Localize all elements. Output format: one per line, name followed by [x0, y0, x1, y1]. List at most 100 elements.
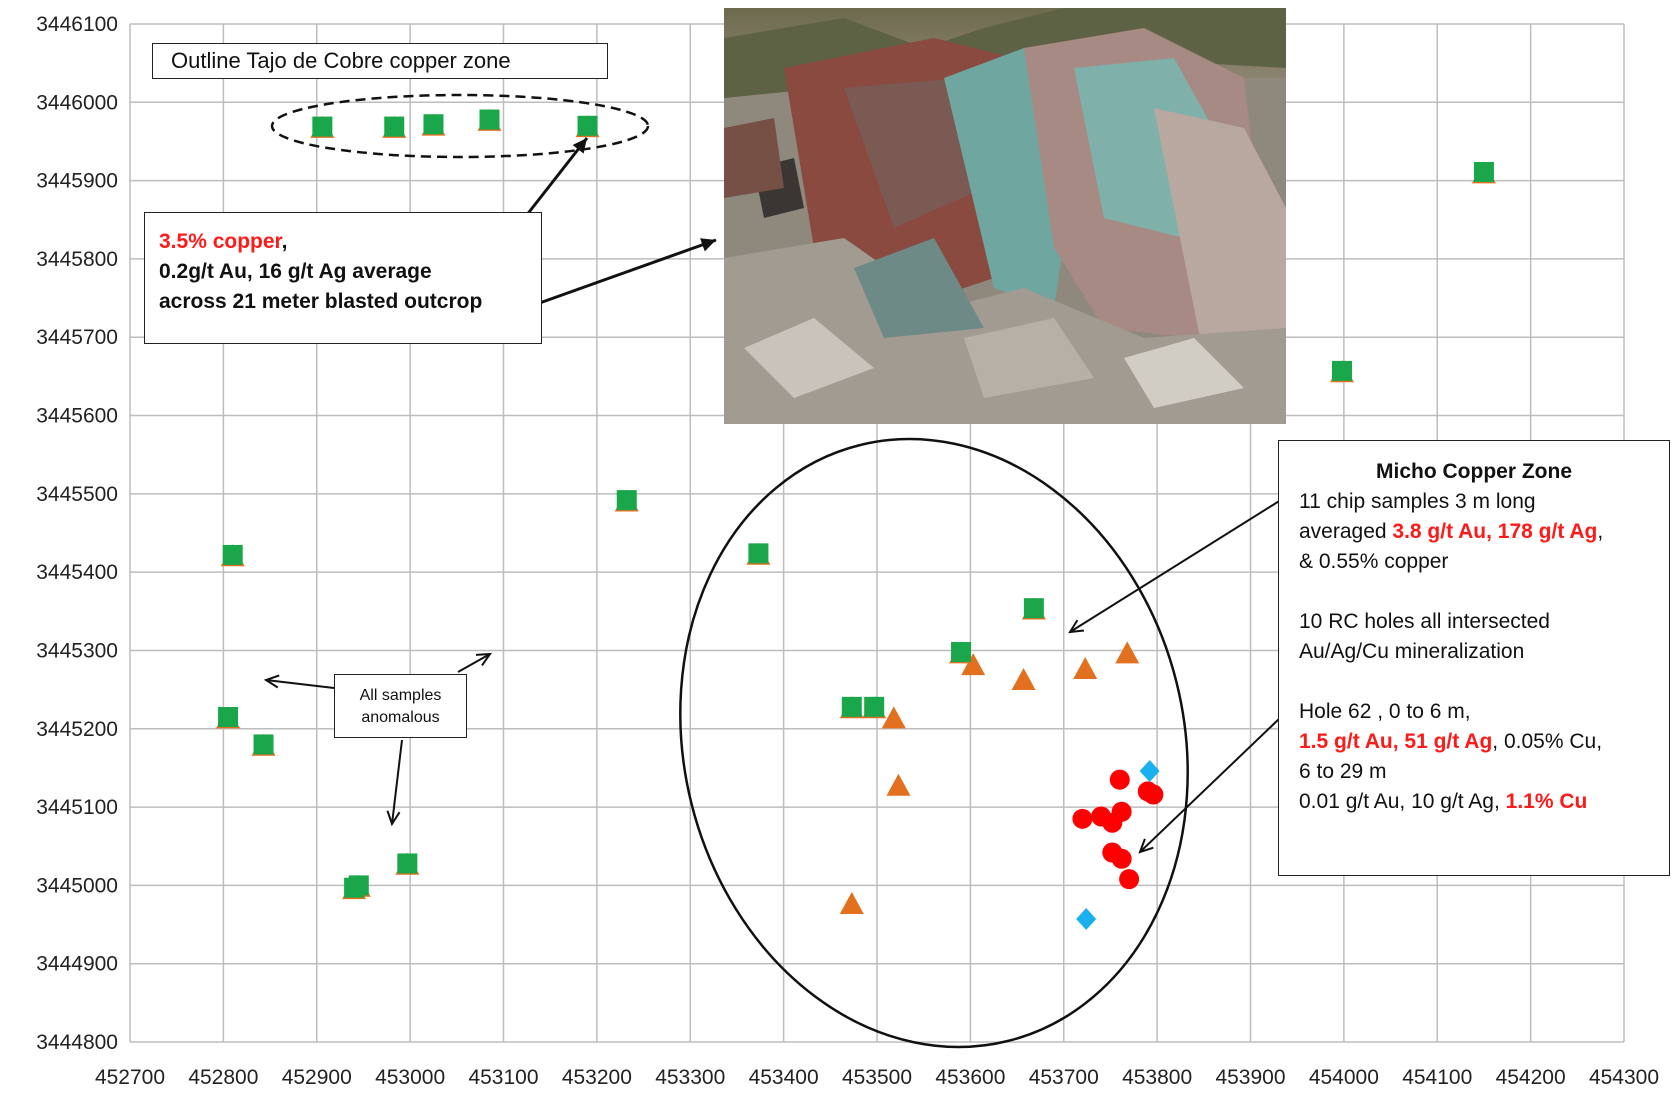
arrow-anomalous-down	[386, 739, 403, 827]
x-tick-label-15: 454200	[1496, 1066, 1566, 1089]
y-tick-label-1: 3446000	[36, 91, 118, 114]
tajo-note-line3: across 21 meter blasted outcrop	[159, 290, 483, 313]
y-tick-label-7: 3445400	[36, 561, 118, 584]
hole62-lower-grade: 1.1% Cu	[1505, 790, 1588, 813]
x-tick-label-0: 452700	[95, 1066, 165, 1089]
square-point-8	[222, 544, 243, 565]
arrow-anomalous-down-head	[386, 810, 401, 827]
micho-note-box: Micho Copper Zone 11 chip samples 3 m lo…	[1278, 440, 1670, 876]
hole62-upper-grade: 1.5 g/t Au, 51 g/t Ag	[1299, 730, 1493, 753]
y-axis-tick-labels: 3446100 3446000 3445900 3445800 3445700 34456…	[36, 13, 118, 1054]
square-point-11	[253, 734, 274, 755]
y-tick-label-6: 3445500	[36, 483, 118, 506]
outcrop-photo-image	[724, 8, 1286, 424]
circle-point-1	[1072, 808, 1093, 829]
arrow-micho-chip-shaft	[1069, 492, 1293, 633]
y-tick-label-11: 3445000	[36, 874, 118, 897]
x-tick-label-16: 454300	[1589, 1066, 1659, 1089]
x-tick-label-12: 453900	[1215, 1066, 1285, 1089]
arrow-anomalous-left	[263, 674, 335, 689]
square-point-9	[748, 543, 769, 564]
anomalous-note-box: All samples anomalous	[334, 674, 467, 738]
square-point-14	[397, 853, 418, 874]
anomalous-note-line2: anomalous	[361, 709, 440, 726]
arrow-micho-chip-head	[1068, 619, 1085, 634]
circle-point-9	[1119, 869, 1140, 890]
x-tick-label-4: 453100	[468, 1066, 538, 1089]
square-point-13	[348, 875, 369, 896]
anomalous-note-line1: All samples	[359, 687, 442, 704]
arrow-anomalous-left-shaft	[265, 679, 335, 689]
arrow-micho-hole62	[1138, 717, 1281, 854]
arrow-tajo-to-outline	[524, 137, 589, 217]
square-point-3	[479, 109, 500, 130]
outline-label-text: Outline Tajo de Cobre copper zone	[171, 48, 511, 73]
square-point-6	[1332, 360, 1353, 381]
y-tick-label-9: 3445200	[36, 718, 118, 741]
tajo-note-comma: ,	[281, 230, 288, 253]
outcrop-photo	[724, 8, 1286, 424]
y-tick-label-4: 3445700	[36, 326, 118, 349]
y-tick-label-3: 3445800	[36, 248, 118, 271]
micho-note-p1c: & 0.55% copper	[1299, 550, 1449, 573]
arrow-micho-hole62-head	[1138, 838, 1154, 854]
arrow-micho-chip	[1068, 492, 1293, 634]
micho-note-p1a: 11 chip samples 3 m long	[1299, 490, 1536, 513]
square-point-16	[864, 696, 885, 717]
x-tick-label-7: 453400	[749, 1066, 819, 1089]
annotation-shapes	[270, 93, 1189, 1049]
y-tick-label-5: 3445600	[36, 405, 118, 428]
square-point-15	[841, 696, 862, 717]
arrow-tajo-to-photo-head	[700, 238, 716, 252]
triangle-point-22	[1115, 641, 1140, 664]
micho-chip-grade: 3.8 g/t Au, 178 g/t Ag	[1392, 520, 1598, 543]
square-point-5	[1473, 162, 1494, 183]
micho-note-p1b-post: ,	[1597, 520, 1604, 543]
arrow-anomalous-left-head	[263, 674, 280, 689]
tajo-note-box: 3.5% copper, 0.2g/t Au, 16 g/t Ag averag…	[144, 212, 542, 344]
x-tick-label-5: 453200	[562, 1066, 632, 1089]
triangle-point-24	[886, 773, 911, 796]
micho-note-p2b: Au/Ag/Cu mineralization	[1299, 640, 1525, 663]
outline-label-box: Outline Tajo de Cobre copper zone	[152, 43, 608, 79]
x-tick-label-3: 453000	[375, 1066, 445, 1089]
micho-note-p1b: averaged 3.8 g/t Au, 178 g/t Ag,	[1299, 517, 1669, 547]
y-tick-label-13: 3444800	[36, 1031, 118, 1054]
data-points	[216, 108, 1496, 931]
tajo-outline-ellipse	[270, 93, 650, 159]
square-point-1	[384, 116, 405, 137]
triangle-point-19	[961, 653, 986, 676]
x-tick-label-8: 453500	[842, 1066, 912, 1089]
micho-outline-ellipse	[679, 437, 1189, 1049]
arrow-tajo-to-outline-head	[572, 138, 587, 154]
micho-note-p1b-pre: averaged	[1299, 520, 1393, 543]
arrow-tajo-to-photo-shaft	[519, 238, 717, 312]
diamond-point-0	[1139, 760, 1160, 783]
arrow-anomalous-upright-head	[475, 652, 493, 667]
annotation-arrows	[263, 137, 1293, 854]
arrow-anomalous-upright-shaft	[457, 653, 491, 673]
triangle-point-21	[1073, 657, 1098, 680]
square-point-4	[577, 115, 598, 136]
micho-note-p2a: 10 RC holes all intersected	[1299, 610, 1550, 633]
y-tick-label-0: 3446100	[36, 13, 118, 36]
arrow-tajo-to-photo	[519, 238, 717, 312]
square-point-18	[1023, 598, 1044, 619]
micho-note-p3d-pre: 0.01 g/t Au, 10 g/t Ag,	[1299, 790, 1506, 813]
y-tick-label-12: 3444900	[36, 953, 118, 976]
square-point-7	[616, 490, 637, 511]
tajo-note-line1: 3.5% copper,	[159, 227, 541, 257]
x-axis-tick-labels: 452700 452800 452900 453000 453100 453200 4533…	[95, 1066, 1659, 1089]
square-point-0	[312, 116, 333, 137]
y-tick-label-2: 3445900	[36, 170, 118, 193]
x-tick-label-2: 452900	[282, 1066, 352, 1089]
x-tick-label-13: 454000	[1309, 1066, 1379, 1089]
micho-note-p3d: 0.01 g/t Au, 10 g/t Ag, 1.1% Cu	[1299, 787, 1669, 817]
x-tick-label-11: 453800	[1122, 1066, 1192, 1089]
micho-note-p3c: 6 to 29 m	[1299, 760, 1387, 783]
micho-note-p3b: 1.5 g/t Au, 51 g/t Ag, 0.05% Cu,	[1299, 727, 1669, 757]
arrow-micho-hole62-shaft	[1139, 717, 1281, 853]
arrow-anomalous-upright	[457, 652, 493, 673]
x-tick-label-9: 453600	[935, 1066, 1005, 1089]
arrow-anomalous-down-shaft	[391, 739, 403, 825]
